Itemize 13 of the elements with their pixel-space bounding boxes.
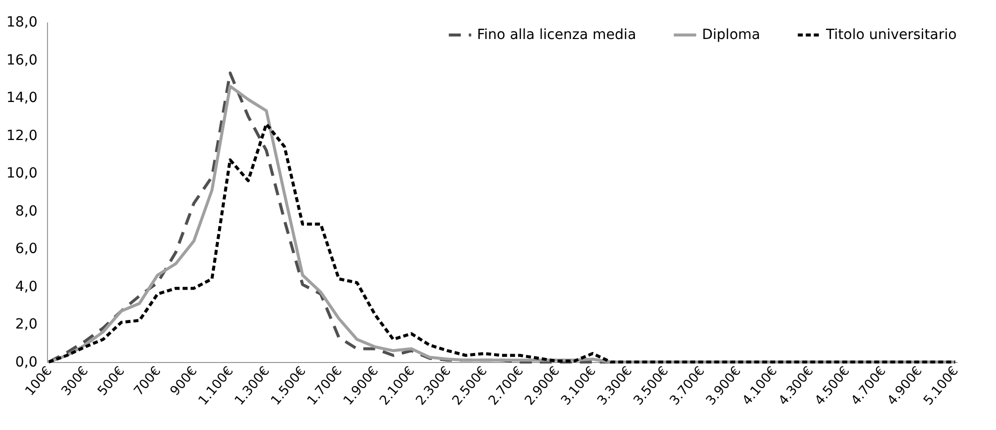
y-tick-label: 2,0 [15,316,38,333]
legend-label: Titolo universitario [825,27,957,43]
y-tick-label: 12,0 [6,128,38,144]
y-tick-label: 16,0 [6,52,38,68]
legend-label: Fino alla licenza media [477,27,636,43]
y-tick-label: 8,0 [15,203,38,220]
y-tick-label: 0,0 [15,354,38,370]
y-tick-label: 6,0 [15,241,38,258]
y-tick-label: 18,0 [6,14,38,30]
legend-label: Diploma [702,27,760,43]
y-tick-label: 4,0 [15,278,38,295]
y-tick-label: 14,0 [6,90,38,106]
y-tick-label: 10,0 [6,166,38,182]
